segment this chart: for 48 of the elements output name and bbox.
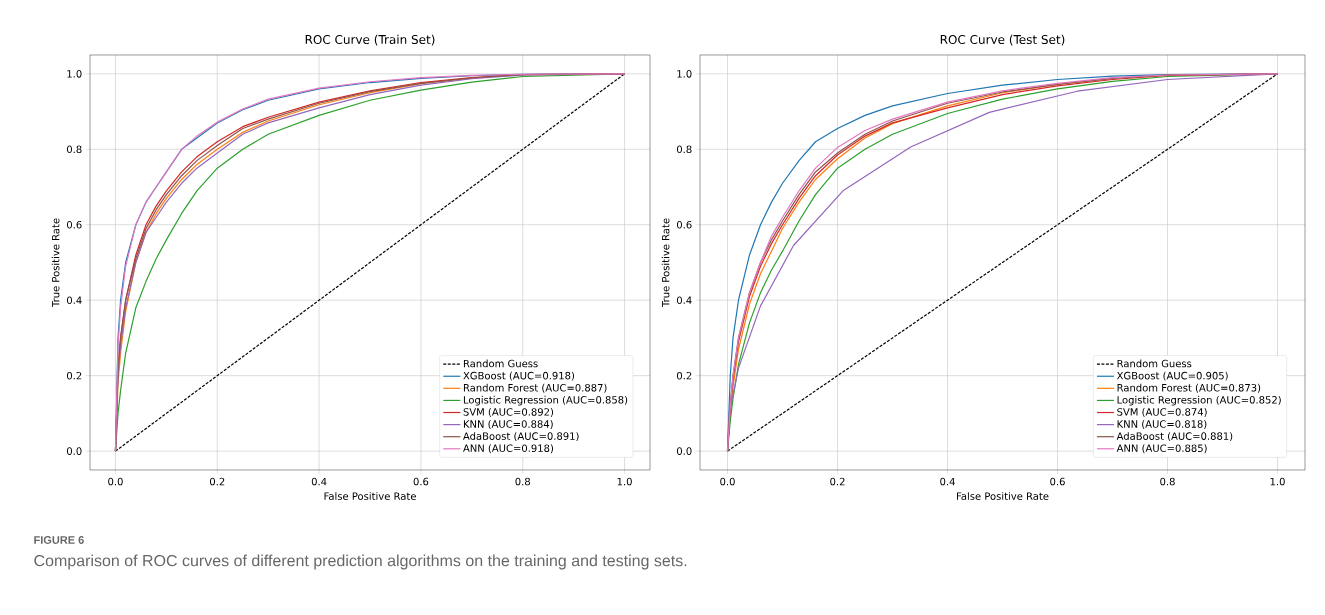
legend-label: ANN (AUC=0.885) [1116,444,1207,454]
y-tick-label: 0.6 [66,220,82,229]
y-axis-title: True Positive Rate [51,218,60,308]
legend-label: XGBoost (AUC=0.905) [1116,371,1228,381]
x-axis-title: False Positive Rate [324,492,416,500]
x-tick-label: 0.2 [209,477,225,486]
text: Comparison of ROC curves of different prediction algorithms on the training and testing sets. [34,554,687,570]
legend-label: Random Forest (AUC=0.873) [1117,383,1261,393]
y-tick-label: 0.8 [66,145,82,154]
legend-label: AdaBoost (AUC=0.881) [1116,432,1233,442]
legend-label: KNN (AUC=0.818) [1117,420,1207,429]
x-tick-label: 0.4 [940,477,955,486]
legend-label: SVM (AUC=0.892) [463,407,554,417]
chart-title: ROC Curve (Train Set) [305,34,435,46]
legend-label: Random Forest (AUC=0.887) [463,383,607,393]
x-tick-label: 1.0 [617,477,632,486]
legend-label: Random Guess [463,359,538,368]
legend-label: Random Guess [1117,359,1192,368]
legend-label: Logistic Regression (AUC=0.852) [1117,395,1281,406]
y-tick-label: 0.0 [676,447,692,455]
x-tick-label: 0.2 [830,477,845,486]
x-tick-label: 0.0 [720,477,735,486]
y-tick-label: 0.4 [676,296,692,304]
y-axis-title: True Positive Rate [661,218,670,308]
y-tick-label: 1.0 [677,70,692,78]
y-tick-label: 0.2 [676,371,692,380]
x-tick-label: 0.0 [108,477,123,486]
x-tick-label: 0.8 [515,477,530,486]
x-tick-label: 0.6 [413,477,429,486]
y-tick-label: 0.8 [676,145,692,154]
x-tick-label: 1.0 [1270,477,1285,486]
x-tick-label: 0.6 [1050,477,1065,486]
chart-title: ROC Curve (Test Set) [940,34,1065,46]
y-tick-label: 0.4 [66,296,82,304]
y-tick-label: 0.6 [676,220,692,229]
legend-label: KNN (AUC=0.884) [463,420,553,429]
y-tick-label: 0.2 [66,371,82,380]
legend-label: XGBoost (AUC=0.918) [463,371,575,381]
legend-label: Logistic Regression (AUC=0.858) [463,395,628,406]
legend-label: ANN (AUC=0.918) [463,444,554,454]
x-tick-label: 0.8 [1160,477,1175,486]
x-tick-label: 0.4 [311,477,327,486]
y-tick-label: 1.0 [67,70,82,78]
legend-label: SVM (AUC=0.874) [1117,407,1207,417]
caption: FIGURE 6 [34,536,84,544]
legend-label: AdaBoost (AUC=0.891) [463,432,579,442]
x-axis-title: False Positive Rate [957,492,1049,500]
y-tick-label: 0.0 [66,447,82,455]
